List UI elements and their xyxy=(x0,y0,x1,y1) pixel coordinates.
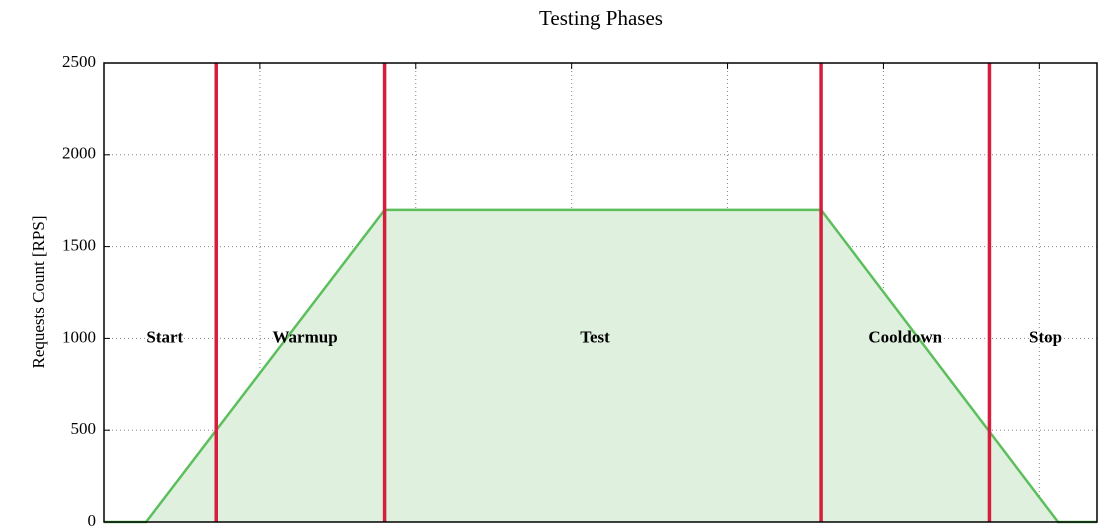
phase-label: Warmup xyxy=(273,327,338,346)
y-axis-label: Requests Count [RPS] xyxy=(29,215,48,368)
y-tick-label: 2500 xyxy=(62,52,96,71)
phase-label: Start xyxy=(146,327,183,346)
y-tick-label: 500 xyxy=(71,419,97,438)
plot-frame xyxy=(103,62,1098,523)
area-fill xyxy=(104,209,1097,522)
y-tick-label: 1500 xyxy=(62,236,96,255)
y-tick-label: 1000 xyxy=(62,327,96,346)
phase-label: Test xyxy=(580,327,610,346)
y-tick-label: 0 xyxy=(88,511,97,530)
y-tick-label: 2000 xyxy=(62,144,96,163)
chart-title: Testing Phases xyxy=(539,6,663,30)
phase-label: Stop xyxy=(1029,327,1062,346)
phase-label: Cooldown xyxy=(868,327,942,346)
